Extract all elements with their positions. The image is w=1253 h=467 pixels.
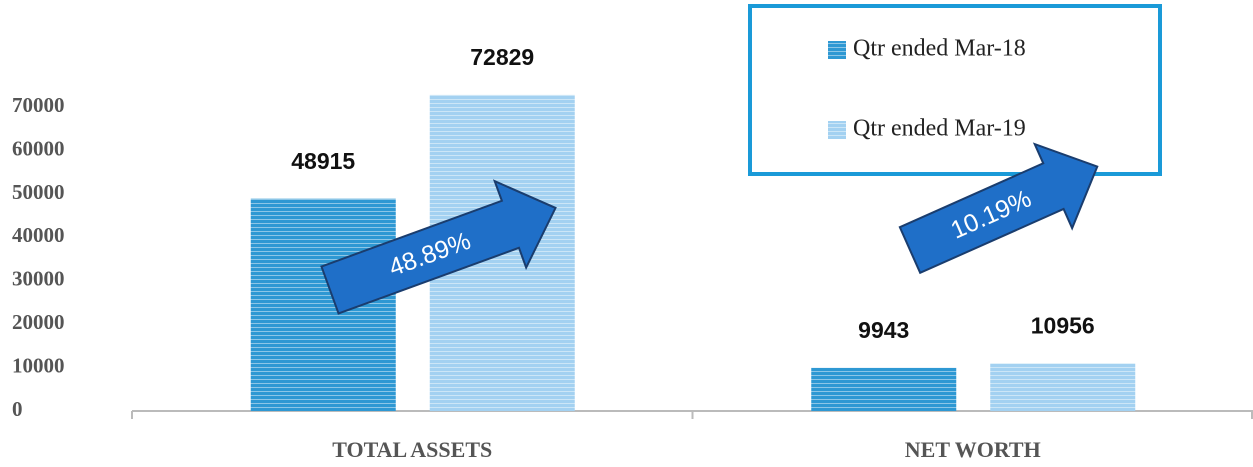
y-tick-label: 10000 bbox=[12, 353, 65, 377]
legend-swatch bbox=[828, 41, 846, 59]
x-tick-label: NET WORTH bbox=[905, 437, 1041, 462]
data-label: 9943 bbox=[858, 317, 909, 343]
x-tick-label: TOTAL ASSETS bbox=[332, 437, 492, 462]
y-tick-label: 50000 bbox=[12, 180, 65, 204]
legend-label: Qtr ended Mar-18 bbox=[853, 36, 1026, 62]
y-tick-label: 40000 bbox=[12, 223, 65, 247]
data-label: 10956 bbox=[1031, 313, 1095, 339]
y-tick-label: 70000 bbox=[12, 93, 65, 117]
growth-arrow: 10.19% bbox=[898, 142, 1099, 275]
bar bbox=[811, 367, 957, 411]
arrow-shape bbox=[898, 142, 1099, 275]
data-label: 72829 bbox=[470, 44, 534, 70]
y-tick-label: 0 bbox=[12, 397, 23, 421]
y-tick-label: 60000 bbox=[12, 136, 65, 160]
arrow-shape bbox=[320, 179, 557, 315]
y-tick-label: 30000 bbox=[12, 267, 65, 291]
legend-label: Qtr ended Mar-19 bbox=[853, 116, 1026, 142]
y-tick-label: 20000 bbox=[12, 310, 65, 334]
bar bbox=[250, 198, 396, 411]
data-label: 48915 bbox=[291, 148, 355, 174]
bar bbox=[990, 363, 1136, 411]
legend-box bbox=[748, 4, 1162, 176]
legend-swatch bbox=[828, 121, 846, 139]
